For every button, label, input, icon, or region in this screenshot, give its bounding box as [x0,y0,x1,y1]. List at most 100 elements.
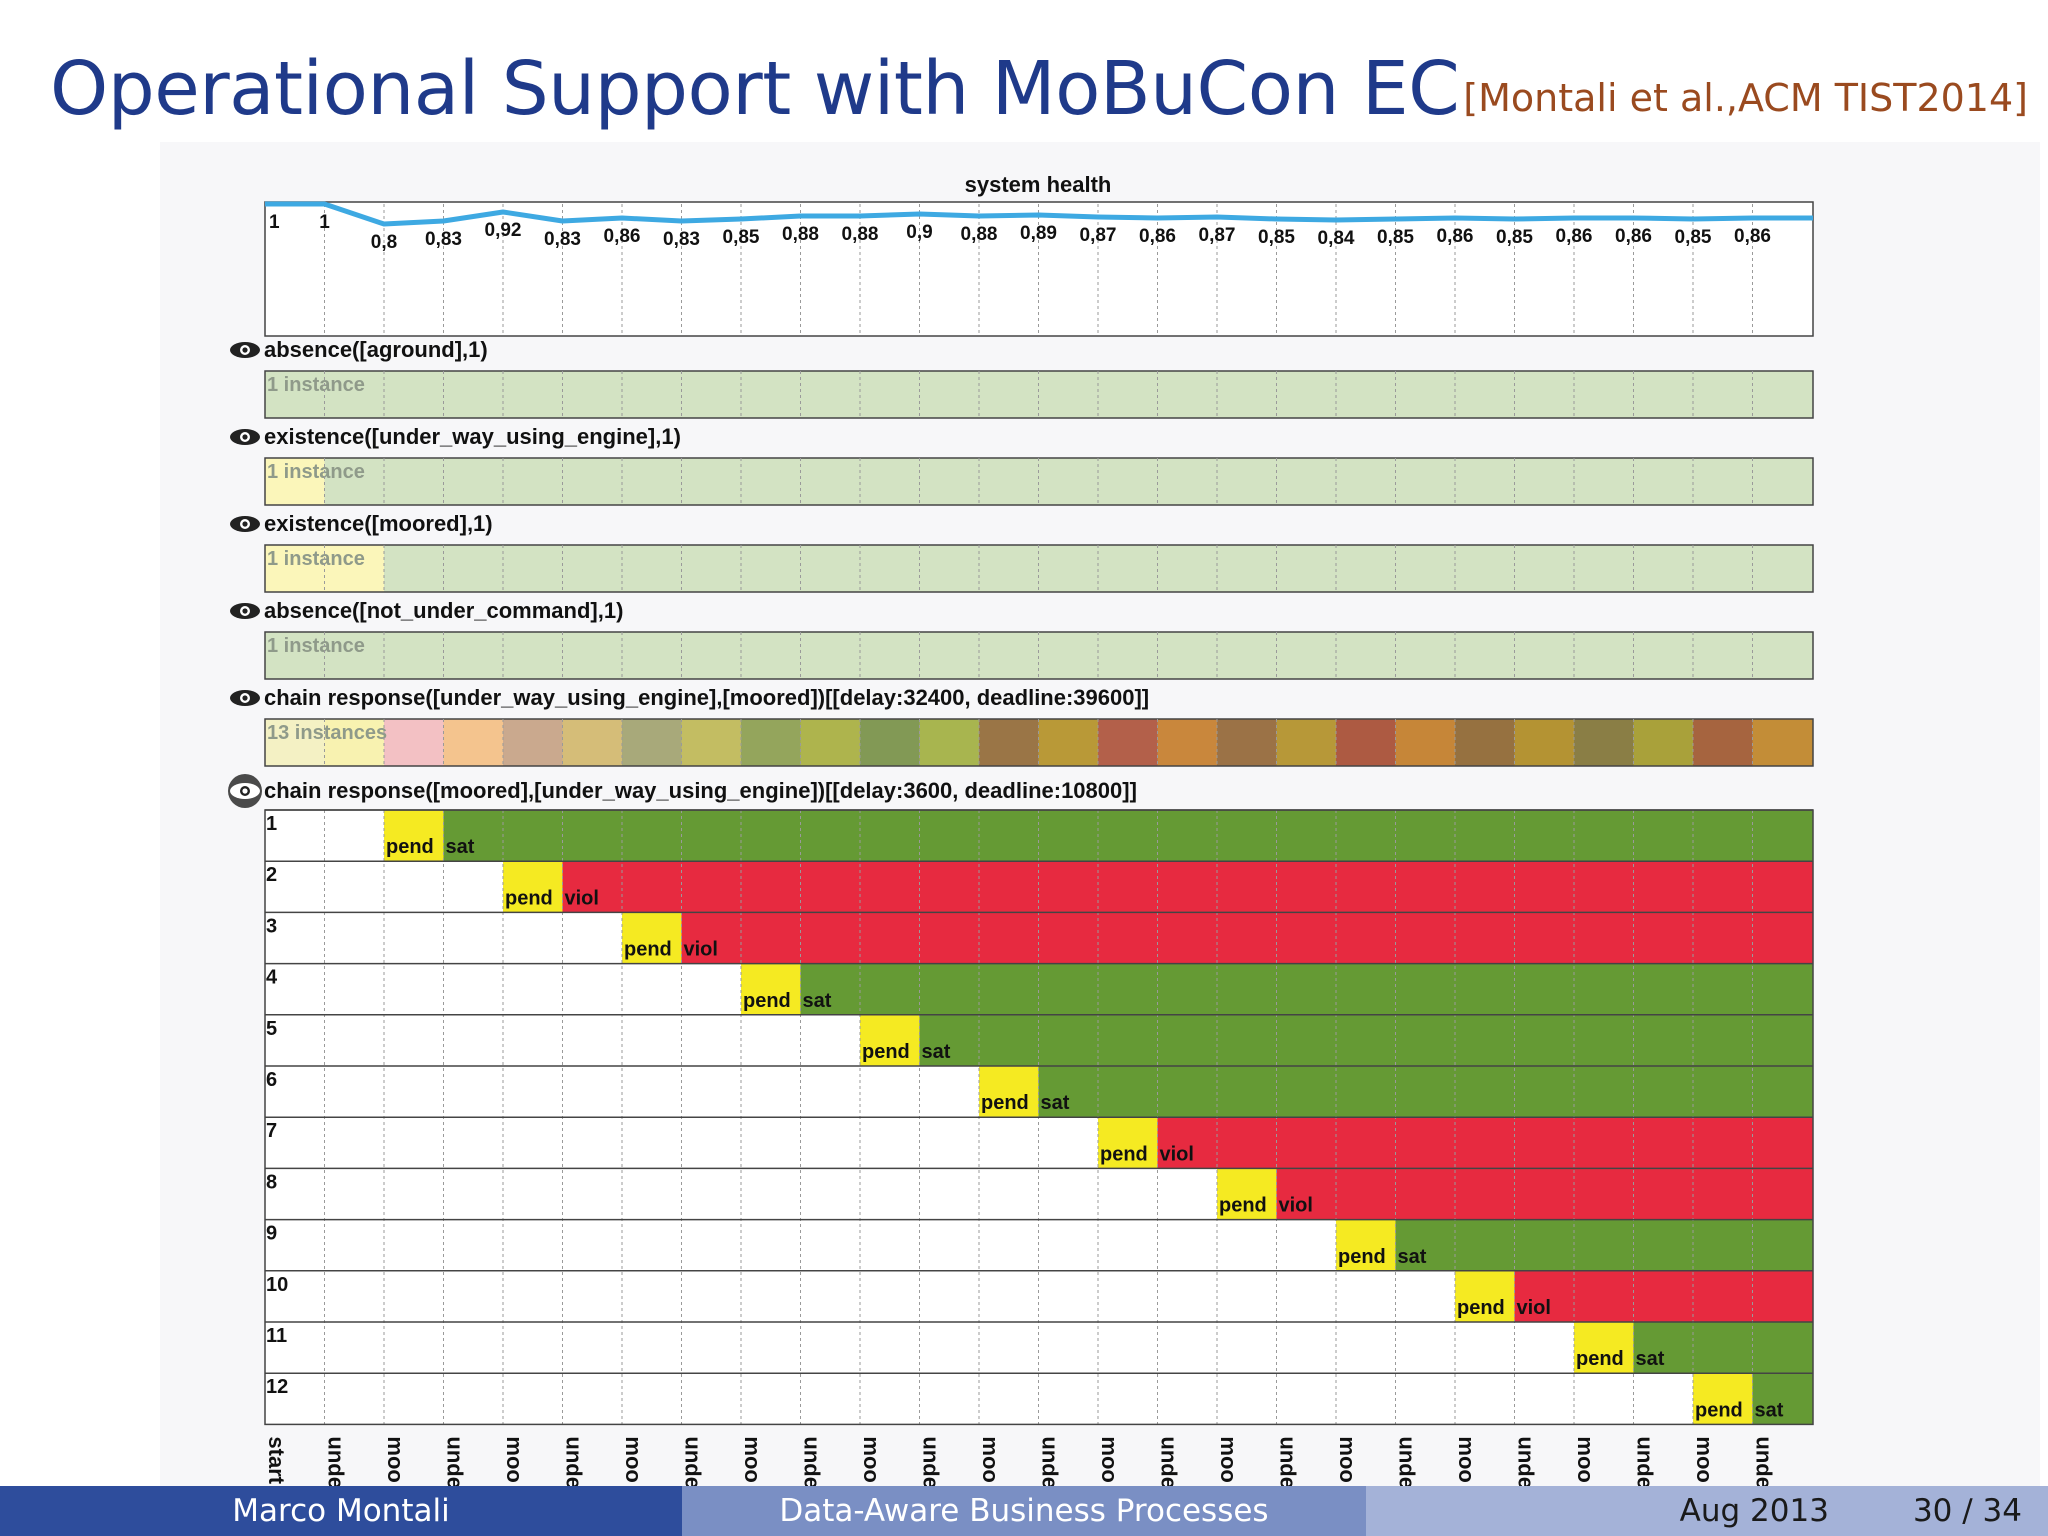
health-value-label: 0,92 [485,220,522,241]
pending-label: pend [743,990,791,1012]
footer-date: Aug 2013 [1679,1493,1829,1529]
eye-pupil-center [242,608,248,614]
constraint-cell [979,371,1039,418]
eye-toggle-icon[interactable] [230,342,260,358]
pending-segment [503,861,563,913]
constraint-cell [1633,458,1694,505]
constraint-cell [1574,719,1634,766]
pending-segment [1098,1117,1158,1169]
event-tick-label: start [264,1436,289,1484]
health-value-label: 0,85 [1675,227,1712,248]
eye-toggle-icon[interactable] [230,516,260,532]
constraint-cell [919,632,980,679]
constraint-cell [1098,719,1158,766]
footer-talk-text: Data-Aware Business Processes [779,1493,1269,1529]
constraint-cell [1217,371,1277,418]
instance-row[interactable]: pend viol 10 [266,1270,1813,1322]
constraint-cell [1276,632,1337,679]
event-tick-label: unde [1752,1436,1777,1488]
footer-author: Marco Montali [0,1486,682,1536]
instance-number: 8 [266,1171,277,1193]
pending-label: pend [1695,1399,1743,1421]
constraint-bar[interactable]: 1 instance [264,370,1814,419]
constraint-cell [1336,458,1396,505]
pending-segment [384,810,444,862]
eye-toggle-icon[interactable] [230,429,260,445]
constraint-grid [324,632,1753,679]
constraint-cell [979,545,1039,592]
event-tick-label: moo [1335,1436,1360,1482]
constraint-cell [1395,458,1456,505]
constraint-cell [1514,719,1575,766]
constraint-cell [860,719,920,766]
constraint-cell [1693,545,1753,592]
constraint-cell [1038,371,1099,418]
footer-talk-title: Data-Aware Business Processes [682,1486,1366,1536]
instance-row[interactable]: pend viol 8 [266,1168,1813,1220]
constraint-cell [384,719,444,766]
footer-date-page: Aug 2013 30 / 34 [1366,1486,2048,1536]
constraint-cell [1455,632,1515,679]
instance-row[interactable]: pend sat 12 [266,1373,1813,1425]
instance-row[interactable]: pend viol 2 [266,861,1813,913]
constraint-cell [1455,719,1515,766]
event-tick-label: unde [443,1436,468,1488]
health-value-label: 0,83 [663,229,700,250]
constraint-bar[interactable]: 1 instance [264,544,1814,593]
instance-number: 10 [266,1274,288,1296]
health-value-label: 1 [319,212,330,233]
constraint-bar[interactable]: 13 instances [264,718,1814,767]
event-tick-label: unde [919,1436,944,1488]
satisfied-label: sat [1398,1246,1427,1268]
constraint-cell [503,719,563,766]
eye-toggle-icon[interactable] [230,690,260,706]
event-axis: start unde moo unde moo unde moo unde moo unde moo… [264,1436,1777,1488]
instance-row[interactable]: pend viol 7 [266,1117,1813,1169]
instance-row[interactable]: pend sat 1 [266,810,1813,862]
constraint-cell [443,458,504,505]
constraint-bar[interactable]: 1 instance [264,631,1814,680]
health-value-label: 0,87 [1199,225,1236,246]
health-value-label: 0,86 [1615,226,1652,247]
constraint-cell [1752,545,1813,592]
instance-row[interactable]: pend viol 3 [266,912,1813,964]
event-tick-label: unde [1633,1436,1658,1488]
constraint-cell [1098,545,1158,592]
constraint-cell [503,545,563,592]
instance-number: 11 [266,1325,287,1347]
constraint-cell [384,545,444,592]
health-value-label: 0,88 [961,224,998,245]
constraint-cell [1633,545,1694,592]
constraint-cell [265,545,325,592]
constraint-cell [1514,632,1575,679]
footer-author-text: Marco Montali [232,1493,450,1529]
constraint-cell [1693,371,1753,418]
constraint-bar[interactable]: 1 instance [264,457,1814,506]
constraint-cell [265,458,325,505]
constraint-cell [1276,719,1337,766]
constraint-cell [503,458,563,505]
constraint-cell [622,371,682,418]
instance-row[interactable]: pend sat 9 [266,1219,1813,1271]
pending-segment [622,912,682,964]
pending-label: pend [1100,1143,1148,1165]
instance-row[interactable]: pend sat 6 [266,1066,1813,1118]
health-value-label: 0,86 [1437,226,1474,247]
eye-toggle-icon-active[interactable] [228,774,262,808]
instance-row[interactable]: pend sat 5 [266,1014,1813,1066]
instance-row[interactable]: pend sat 4 [266,963,1813,1015]
mobucon-monitor-screenshot: system health 1 1 0,8 0,83 0,92 0,83 0,86 0,83 0,… [160,142,2040,1488]
constraint-cell [503,632,563,679]
eye-toggle-icon[interactable] [230,603,260,619]
constraint-label: chain response([under_way_using_engine],… [264,685,1149,710]
constraint-cell [1574,632,1634,679]
pending-label: pend [1576,1348,1624,1370]
constraint-cell [443,545,504,592]
instance-row[interactable]: pend sat 11 [266,1322,1813,1374]
event-tick-label: moo [978,1436,1003,1482]
instance-number: 9 [266,1223,277,1245]
health-grid [324,204,1753,336]
constraint-cell [741,371,801,418]
constraint-cell [622,545,682,592]
